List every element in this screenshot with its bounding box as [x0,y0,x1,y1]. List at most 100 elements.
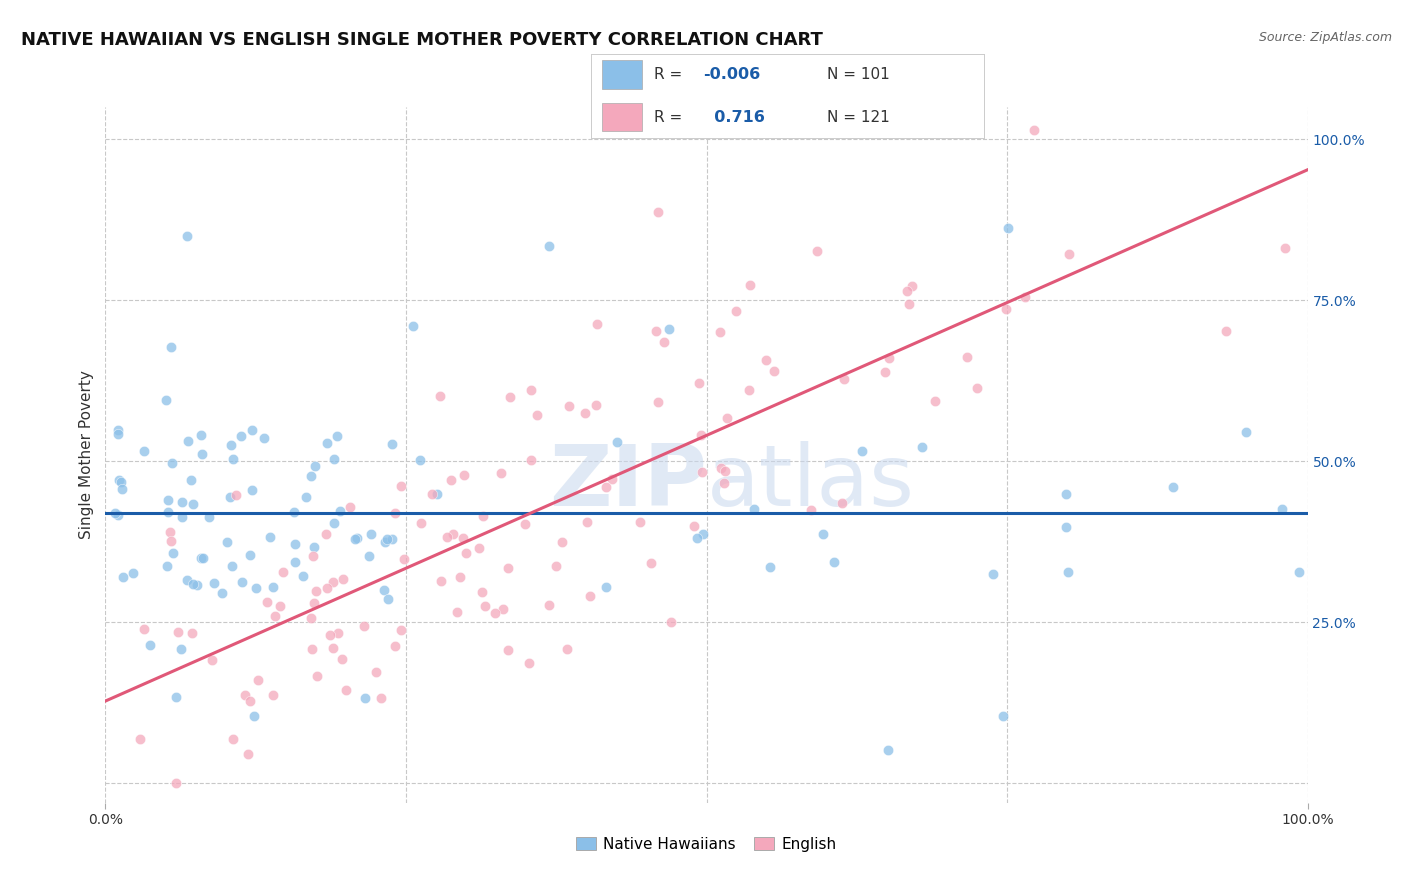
Point [240,483,263,497]
Point [159,534,181,549]
Point [322,574,344,589]
Point [877,351,900,365]
Point [991,709,1014,723]
Point [201,653,224,667]
Point [193,551,215,566]
Point [377,592,399,607]
Point [1161,480,1184,494]
Point [107,423,129,437]
Point [713,476,735,491]
Point [409,516,432,531]
Point [1234,425,1257,439]
Point [1014,290,1036,304]
Point [537,598,560,612]
Point [402,319,425,334]
Point [519,453,541,467]
Point [323,451,346,466]
Point [256,595,278,609]
Point [219,437,242,451]
Point [322,641,344,656]
Point [103,507,125,521]
Point [1056,566,1078,580]
Point [686,531,709,545]
Bar [602,61,641,89]
Point [924,394,946,409]
Point [575,515,598,529]
Point [640,556,662,570]
Point [108,473,131,487]
Point [190,427,212,442]
Point [299,469,322,483]
Point [896,285,918,299]
Point [901,278,924,293]
Point [519,383,541,397]
Point [301,641,323,656]
Point [354,690,377,705]
Point [474,599,496,614]
Point [758,559,780,574]
Point [966,381,988,395]
Point [713,464,735,478]
Point [155,392,177,407]
Point [159,524,181,539]
Point [198,509,221,524]
Point [738,383,761,397]
Point [876,743,898,757]
Point [202,576,225,591]
Point [221,558,243,573]
Point [346,531,368,545]
Point [218,490,240,504]
Point [166,624,188,639]
Point [897,297,920,311]
Point [652,334,675,349]
Point [245,581,267,595]
Text: R =: R = [654,110,686,125]
Point [332,572,354,586]
Point [472,508,495,523]
Point [165,776,187,790]
Point [456,546,478,560]
Point [302,596,325,610]
Point [1271,502,1294,516]
Text: 0.716: 0.716 [703,110,765,125]
Text: -0.006: -0.006 [703,67,761,82]
Point [692,526,714,541]
Point [526,408,548,422]
Point [165,690,187,705]
Point [1022,122,1045,136]
Point [339,500,361,514]
Point [259,530,281,544]
Point [551,535,574,549]
Point [190,550,212,565]
Point [328,625,350,640]
Point [262,580,284,594]
Point [1288,565,1310,579]
Point [647,395,669,409]
Point [177,434,200,449]
Point [995,301,1018,316]
Point [981,566,1004,581]
Point [231,575,253,590]
Point [211,586,233,600]
Point [440,473,463,487]
Point [851,443,873,458]
Point [176,573,198,587]
Point [742,501,765,516]
Point [546,559,568,574]
Point [225,488,247,502]
Point [911,440,934,454]
Point [800,503,823,517]
Point [325,428,347,442]
Point [426,487,449,501]
Point [468,541,491,555]
Point [239,693,262,707]
Point [710,460,733,475]
Point [315,526,337,541]
Point [139,638,162,652]
Point [322,516,344,530]
Point [499,390,522,404]
Point [738,277,761,292]
Point [222,452,245,467]
Point [222,732,245,747]
Text: ZIP: ZIP [548,442,707,524]
